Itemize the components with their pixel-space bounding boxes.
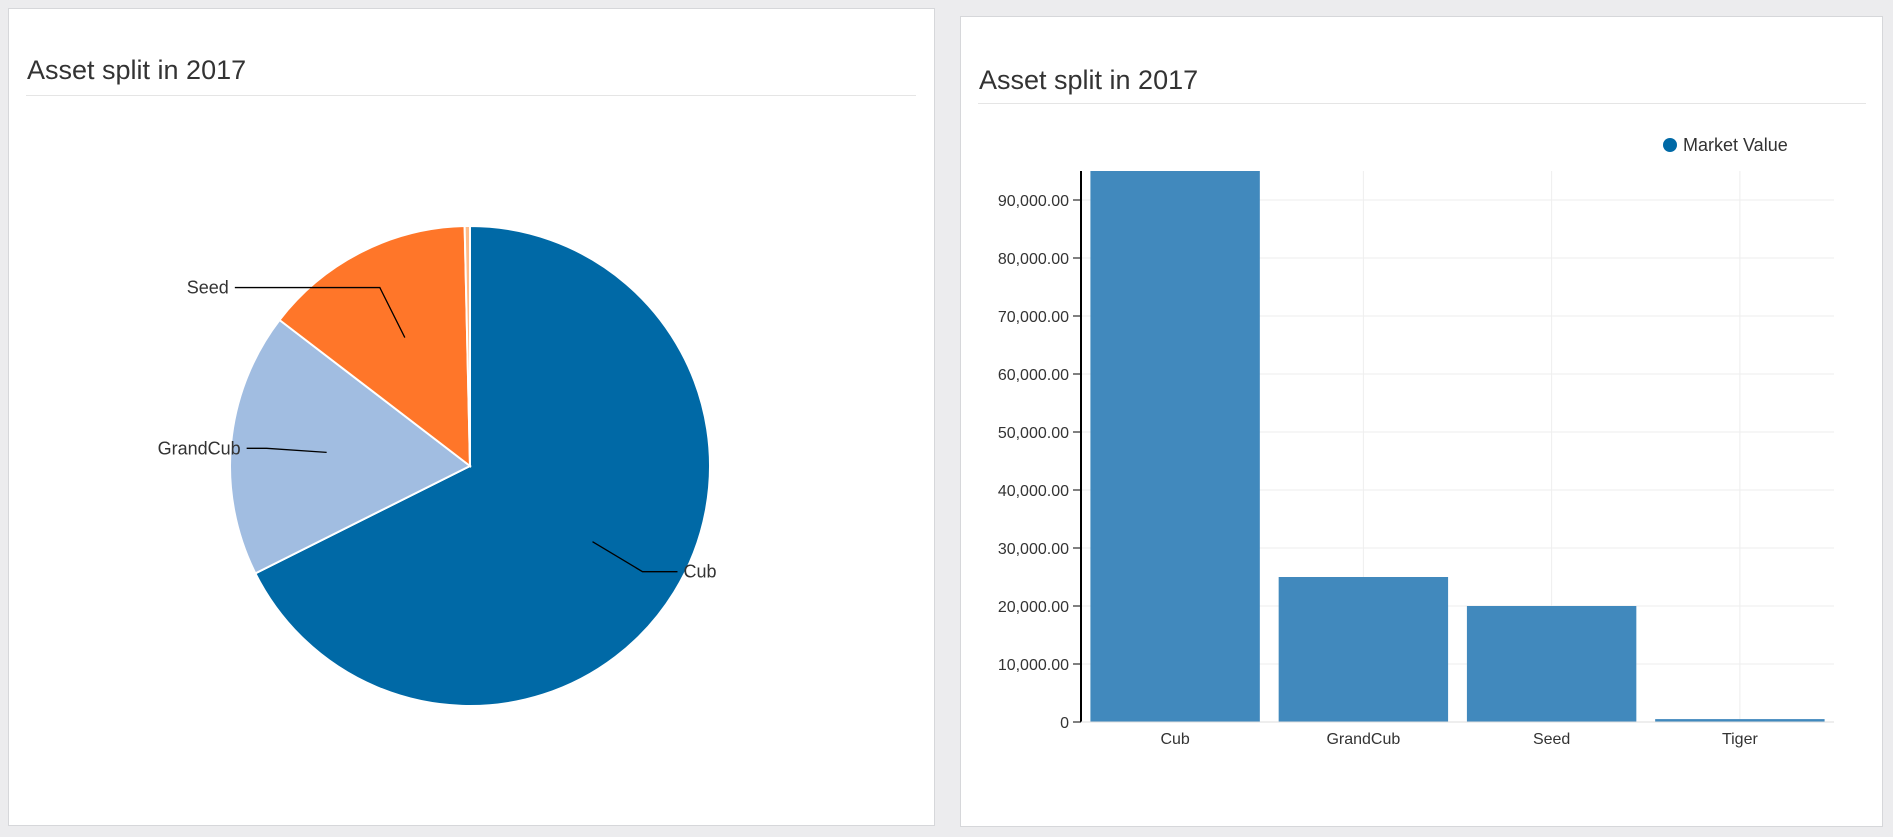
panel-title: Asset split in 2017: [27, 55, 247, 85]
x-tick-label: Seed: [1533, 731, 1570, 748]
pie-chart-panel: Asset split in 2017 Cub GrandCub Seed: [8, 8, 935, 826]
bar-chart: 0 10,000.00 20,000.00 30,000.00 40,000.00 50,…: [998, 135, 1834, 748]
y-tick-label: 70,000.00: [998, 309, 1069, 326]
panel-title: Asset split in 2017: [979, 65, 1199, 95]
pie-label: Seed: [187, 278, 229, 298]
pie-label: Cub: [684, 562, 717, 582]
y-tick-label: 50,000.00: [998, 425, 1069, 442]
pie-leader-line: [592, 541, 678, 573]
y-tick-label: 60,000.00: [998, 367, 1069, 384]
bar-chart-panel: Asset split in 2017 0 10,000.00 20,000.00 3…: [960, 16, 1883, 827]
x-tick-label: Cub: [1160, 731, 1189, 748]
bar-tiger: [1655, 719, 1825, 722]
legend-marker: [1663, 138, 1677, 152]
bar-grandcub: [1278, 577, 1449, 722]
pie-leader-line: [246, 447, 327, 453]
y-tick-label: 30,000.00: [998, 541, 1069, 558]
x-tick-label: GrandCub: [1326, 731, 1400, 748]
title-divider: [978, 103, 1866, 104]
y-tick-label: 0: [1060, 715, 1069, 732]
pie-leader-line: [234, 286, 406, 338]
legend-label: Market Value: [1683, 135, 1788, 155]
y-tick-label: 40,000.00: [998, 483, 1069, 500]
title-divider: [26, 95, 916, 96]
pie-chart: Cub GrandCub Seed: [158, 224, 717, 707]
pie-label: GrandCub: [158, 438, 241, 458]
y-tick-label: 90,000.00: [998, 193, 1069, 210]
x-tick-label: Tiger: [1722, 731, 1759, 748]
y-tick-label: 20,000.00: [998, 599, 1069, 616]
y-tick-label: 10,000.00: [998, 657, 1069, 674]
pie-slice-3: [463, 224, 471, 467]
bar-seed: [1466, 606, 1637, 722]
y-tick-label: 80,000.00: [998, 251, 1069, 268]
pie-slice-cub: [254, 224, 711, 707]
pie-slice-seed: [278, 225, 472, 469]
bar-cub: [1090, 171, 1260, 722]
pie-slice-grandcub: [229, 318, 472, 575]
